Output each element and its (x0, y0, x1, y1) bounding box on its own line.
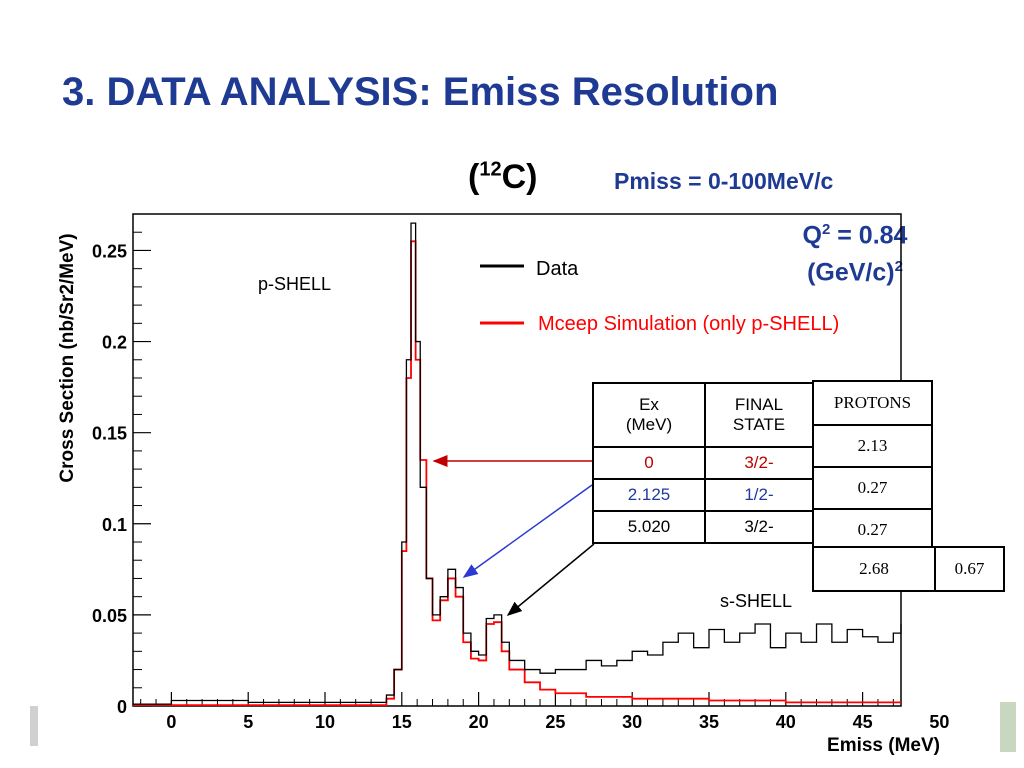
total-other: 0.67 (934, 546, 1005, 592)
pmiss-label: Pmiss = 0-100MeV/c (614, 168, 834, 194)
final-states-table: Ex (MeV) FINAL STATE 0 3/2- 2.125 1/2- 5.0… (592, 382, 814, 544)
s-shell-annotation: s-SHELL (720, 591, 792, 611)
p-shell-annotation: p-SHELL (258, 274, 331, 294)
table-row: 2.125 1/2- (592, 478, 814, 512)
protons-table: PROTONS 2.13 0.27 0.27 (812, 380, 933, 552)
x-tick-label: 35 (699, 712, 719, 732)
x-tick-label: 45 (853, 712, 873, 732)
header-final-line2: STATE (732, 415, 786, 434)
ex-value: 2.125 (592, 478, 706, 512)
nucleus-label: (12C) (468, 158, 537, 197)
state-value: 1/2- (704, 478, 814, 512)
q2-exponent: 2 (821, 221, 831, 238)
arrow-first-excited (462, 484, 593, 578)
y-tick-labels: 0 0.05 0.1 0.15 0.2 0.25 (92, 241, 127, 717)
left-logo (30, 706, 38, 746)
right-logo (1000, 702, 1016, 752)
legend-label-simulation: Mceep Simulation (only p-SHELL) (538, 313, 839, 335)
table-row: 5.020 3/2- (592, 510, 814, 544)
x-tick-label: 50 (929, 712, 949, 732)
x-tick-label: 25 (545, 712, 565, 732)
nucleus-open: ( (468, 158, 480, 196)
nucleus-symbol: C) (501, 158, 538, 196)
state-value: 3/2- (704, 446, 814, 480)
x-tick-label: 40 (776, 712, 796, 732)
protons-header: PROTONS (812, 380, 933, 426)
y-tick-label: 0.05 (92, 606, 127, 626)
state-value: 3/2- (704, 510, 814, 544)
ex-value: 5.020 (592, 510, 706, 544)
y-tick-label: 0.2 (102, 333, 127, 353)
x-tick-label: 5 (243, 712, 253, 732)
ex-value: 0 (592, 446, 706, 480)
totals-table: 2.68 0.67 (812, 546, 1005, 592)
x-tick-labels: 0 5 10 15 20 25 30 35 40 45 50 (166, 712, 949, 732)
nucleus-mass: 12 (479, 158, 502, 181)
header-final-line1: FINAL (734, 395, 784, 414)
x-axis-label: Emiss (MeV) (827, 735, 940, 756)
protons-value: 0.27 (812, 466, 933, 510)
arrow-second-excited (506, 543, 595, 616)
q2-value: = 0.84 (830, 221, 908, 250)
x-tick-label: 0 (166, 712, 176, 732)
series-line-data (133, 222, 902, 705)
y-tick-label: 0 (117, 697, 127, 717)
y-axis-label: Cross Section (nb/Sr2/MeV) (57, 233, 78, 482)
y-tick-label: 0.25 (92, 241, 127, 261)
y-tick-label: 0.1 (102, 515, 127, 535)
header-ex-line1: Ex (639, 395, 659, 414)
total-protons: 2.68 (812, 546, 936, 592)
q2-line1: Q2 = 0.84 (770, 214, 940, 251)
q2-line2: (GeV/c)2 (770, 251, 940, 288)
y-tick-label: 0.15 (92, 424, 127, 444)
x-tick-label: 10 (315, 712, 335, 732)
q2-symbol: Q (802, 221, 822, 250)
q2-unit-exponent: 2 (894, 258, 903, 276)
x-tick-label: 20 (469, 712, 489, 732)
table-row: 0 3/2- (592, 446, 814, 480)
legend-label-data: Data (536, 258, 579, 280)
series-line-simulation (133, 240, 901, 706)
header-ex: Ex (MeV) (592, 382, 706, 448)
header-ex-line2: (MeV) (625, 415, 673, 434)
q2-unit: (GeV/c) (807, 258, 895, 287)
header-final-state: FINAL STATE (704, 382, 814, 448)
x-tick-label: 30 (622, 712, 642, 732)
protons-value: 0.27 (812, 508, 933, 552)
slide-title: 3. DATA ANALYSIS: Emiss Resolution (62, 70, 779, 114)
protons-value: 2.13 (812, 424, 933, 468)
q2-label: Q2 = 0.84 (GeV/c)2 (770, 214, 940, 289)
x-tick-label: 15 (392, 712, 412, 732)
